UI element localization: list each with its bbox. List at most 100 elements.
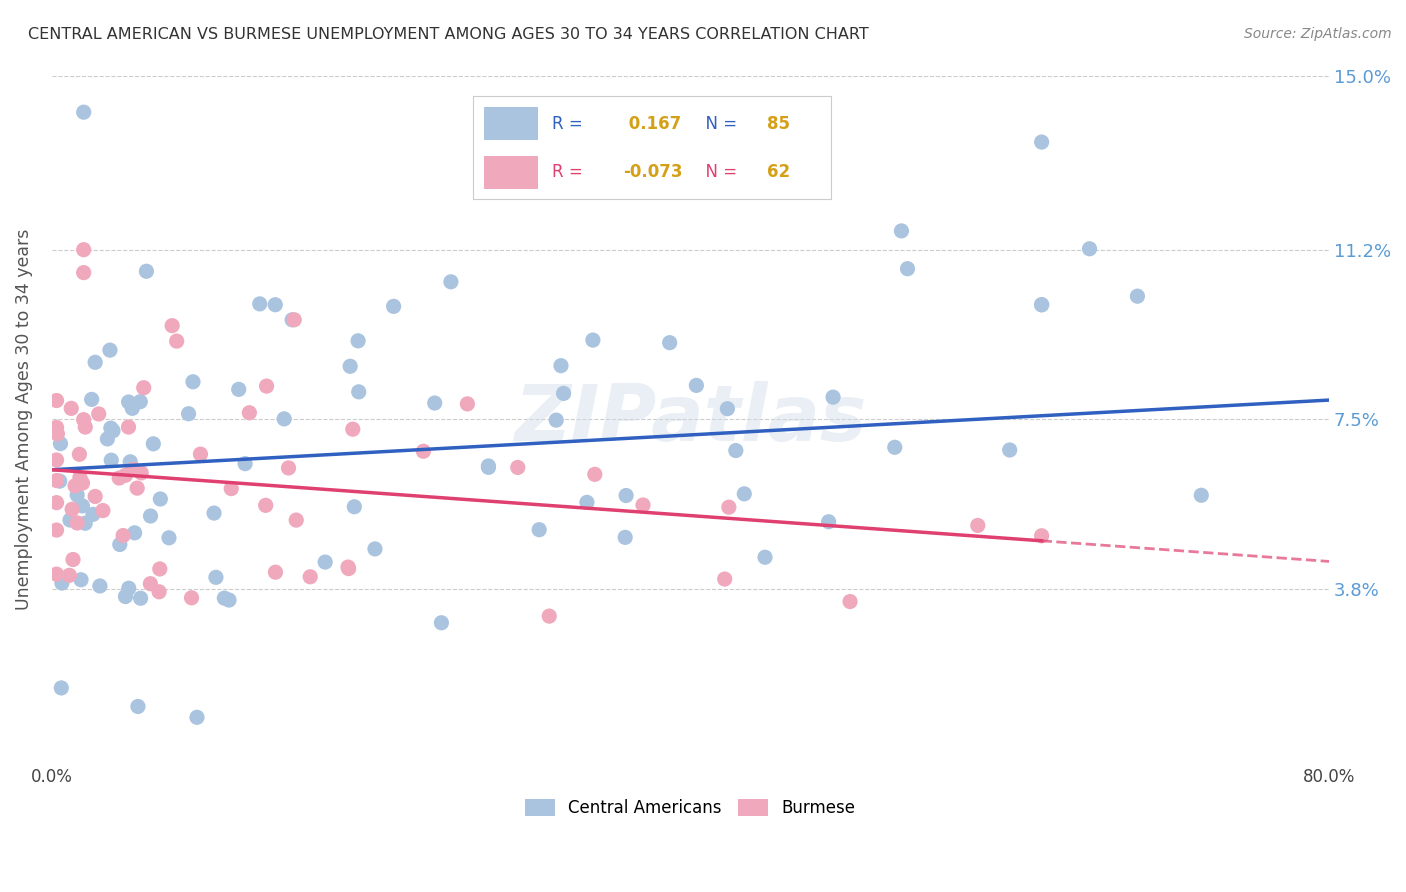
- Point: [506, 460, 529, 475]
- Point: [101, 424, 124, 438]
- Point: [160, 318, 183, 333]
- Point: [129, 394, 152, 409]
- Point: [73, 266, 96, 280]
- Point: [69, 470, 91, 484]
- Point: [423, 396, 446, 410]
- Point: [75, 420, 97, 434]
- Point: [614, 489, 637, 503]
- Point: [1031, 298, 1053, 312]
- Text: CENTRAL AMERICAN VS BURMESE UNEMPLOYMENT AMONG AGES 30 TO 34 YEARS CORRELATION C: CENTRAL AMERICAN VS BURMESE UNEMPLOYMENT…: [28, 27, 869, 42]
- Point: [80, 392, 103, 407]
- Point: [127, 481, 149, 495]
- Point: [186, 710, 208, 724]
- Point: [527, 523, 550, 537]
- Point: [890, 224, 912, 238]
- Point: [72, 476, 94, 491]
- Point: [1189, 488, 1212, 502]
- Point: [149, 562, 172, 576]
- Point: [342, 422, 364, 436]
- Point: [546, 413, 568, 427]
- Point: [256, 379, 278, 393]
- Point: [1031, 298, 1053, 312]
- Point: [157, 531, 180, 545]
- Point: [218, 593, 240, 607]
- Point: [713, 572, 735, 586]
- Point: [382, 299, 405, 313]
- Point: [339, 359, 361, 374]
- Point: [121, 401, 143, 416]
- Point: [75, 516, 97, 531]
- Point: [181, 375, 204, 389]
- Point: [550, 359, 572, 373]
- Point: [1126, 289, 1149, 303]
- Y-axis label: Unemployment Among Ages 30 to 34 years: Unemployment Among Ages 30 to 34 years: [15, 228, 32, 610]
- Point: [89, 579, 111, 593]
- Point: [58, 568, 80, 582]
- Point: [70, 573, 93, 587]
- Point: [582, 333, 605, 347]
- Point: [45, 420, 67, 434]
- Point: [337, 560, 360, 574]
- Point: [62, 552, 84, 566]
- Point: [299, 570, 322, 584]
- Point: [135, 264, 157, 278]
- Point: [685, 378, 707, 392]
- Point: [205, 570, 228, 584]
- Point: [314, 555, 336, 569]
- Point: [477, 458, 499, 473]
- Point: [896, 261, 918, 276]
- Point: [45, 567, 67, 582]
- Point: [84, 355, 107, 369]
- Point: [553, 386, 575, 401]
- Point: [72, 499, 94, 513]
- Point: [84, 490, 107, 504]
- Point: [716, 401, 738, 416]
- Point: [538, 609, 561, 624]
- Point: [214, 591, 236, 606]
- Point: [45, 453, 67, 467]
- Point: [817, 515, 839, 529]
- Point: [114, 468, 136, 483]
- Point: [249, 297, 271, 311]
- Point: [456, 397, 478, 411]
- Point: [72, 412, 94, 426]
- Point: [112, 528, 135, 542]
- Point: [180, 591, 202, 605]
- Point: [440, 275, 463, 289]
- Point: [118, 581, 141, 595]
- Point: [254, 499, 277, 513]
- Point: [166, 334, 188, 348]
- Point: [142, 437, 165, 451]
- Point: [129, 466, 152, 480]
- Point: [114, 590, 136, 604]
- Point: [177, 407, 200, 421]
- Point: [60, 502, 83, 516]
- Point: [583, 467, 606, 482]
- Point: [614, 530, 637, 544]
- Point: [821, 390, 844, 404]
- Point: [148, 584, 170, 599]
- Point: [264, 298, 287, 312]
- Point: [575, 495, 598, 509]
- Point: [658, 335, 681, 350]
- Point: [717, 500, 740, 515]
- Point: [45, 523, 67, 537]
- Point: [108, 471, 131, 485]
- Point: [139, 576, 162, 591]
- Point: [1031, 135, 1053, 149]
- Point: [733, 487, 755, 501]
- Point: [45, 474, 67, 488]
- Point: [100, 421, 122, 435]
- Text: Source: ZipAtlas.com: Source: ZipAtlas.com: [1244, 27, 1392, 41]
- Point: [51, 681, 73, 695]
- Point: [49, 436, 72, 450]
- Point: [228, 383, 250, 397]
- Point: [66, 516, 89, 530]
- Point: [129, 591, 152, 606]
- Point: [190, 447, 212, 461]
- Point: [60, 401, 83, 416]
- Point: [66, 488, 89, 502]
- Point: [724, 443, 747, 458]
- Legend: Central Americans, Burmese: Central Americans, Burmese: [519, 792, 862, 823]
- Point: [67, 447, 90, 461]
